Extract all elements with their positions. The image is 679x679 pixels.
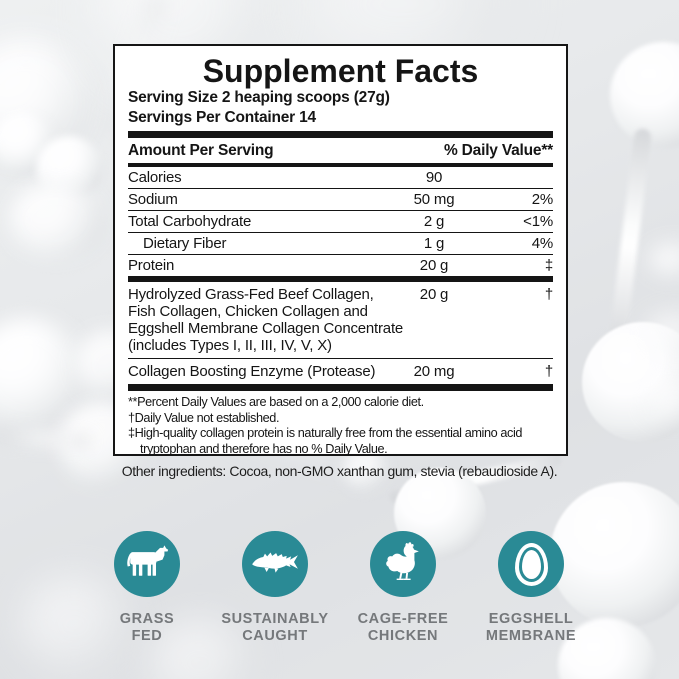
table-row-sodium: Sodium 50 mg 2% <box>128 189 553 211</box>
panel-title: Supplement Facts <box>202 53 479 89</box>
servings-per-container: Servings Per Container 14 <box>128 109 316 126</box>
divider-medium <box>128 163 553 167</box>
nutrient-amount: 1 g <box>423 235 445 252</box>
molecule-sphere <box>550 482 679 627</box>
footnote-line: †Daily Value not established. <box>128 410 280 425</box>
table-row-collagen-blend: Hydrolyzed Grass-Fed Beef Collagen, Fish… <box>128 282 553 359</box>
badge-circle <box>370 531 436 597</box>
table-row-carbohydrate: Total Carbohydrate 2 g <1% <box>128 211 553 233</box>
badge-row: GRASS FED SUSTAINABLY CAUGHT <box>83 531 595 644</box>
table-row-calories: Calories 90 <box>128 167 553 189</box>
badge-circle <box>498 531 564 597</box>
blend-name-line: Fish Collagen, Chicken Collagen and <box>128 303 368 320</box>
badge-grass-fed: GRASS FED <box>83 531 211 644</box>
badge-circle <box>114 531 180 597</box>
table-row-dietary-fiber: Dietary Fiber 1 g 4% <box>128 233 553 255</box>
footnotes: **Percent Daily Values are based on a 2,… <box>128 391 553 457</box>
nutrient-dv: † <box>544 363 553 380</box>
fish-icon <box>251 550 299 579</box>
badge-circle <box>242 531 308 597</box>
nutrient-dv: 4% <box>531 235 553 252</box>
badge-label: EGGSHELL MEMBRANE <box>485 611 577 644</box>
cow-icon <box>124 545 170 583</box>
nutrient-dv: † <box>544 286 553 303</box>
nutrient-amount: 90 <box>425 169 443 186</box>
footnote-line: ‡High-quality collagen protein is natura… <box>128 426 523 440</box>
nutrient-name: Calories <box>128 169 182 186</box>
badge-eggshell-membrane: EGGSHELL MEMBRANE <box>467 531 595 644</box>
blend-name-line: Eggshell Membrane Collagen Concentrate <box>128 320 404 337</box>
nutrient-dv: ‡ <box>544 257 553 274</box>
blend-name-line: Collagen Boosting Enzyme (Protease) <box>128 363 376 380</box>
divider-thick <box>128 384 553 391</box>
egg-icon <box>514 542 548 586</box>
nutrient-amount: 20 mg <box>413 363 455 380</box>
other-ingredients: Other ingredients: Cocoa, non-GMO xantha… <box>121 463 558 479</box>
nutrient-amount: 20 g <box>419 257 449 274</box>
badge-label: GRASS FED <box>119 611 175 644</box>
nutrient-dv: 2% <box>531 191 553 208</box>
nutrient-name: Protein <box>128 257 175 274</box>
badge-sustainably-caught: SUSTAINABLY CAUGHT <box>211 531 339 644</box>
amount-per-serving-header: Amount Per Serving <box>128 142 274 159</box>
table-row-collagen-enzyme: Collagen Boosting Enzyme (Protease) 20 m… <box>128 359 553 384</box>
chicken-icon <box>384 541 422 587</box>
footnote-line: tryptophan and therefore has no % Daily … <box>140 441 388 456</box>
nutrient-amount: 20 g <box>419 286 449 303</box>
table-header-row: Amount Per Serving % Daily Value** <box>128 138 553 163</box>
blend-name-line: Hydrolyzed Grass-Fed Beef Collagen, <box>128 286 374 303</box>
nutrient-name: Sodium <box>128 191 178 208</box>
molecule-sphere <box>8 182 104 258</box>
nutrient-amount: 2 g <box>423 213 445 230</box>
footnote-line: **Percent Daily Values are based on a 2,… <box>128 395 424 409</box>
nutrient-dv: <1% <box>523 213 553 230</box>
molecule-sphere <box>648 243 679 277</box>
molecule-rod <box>608 127 653 344</box>
supplement-facts-panel: Supplement Facts Serving Size 2 heaping … <box>113 44 568 456</box>
divider-thick <box>128 131 553 138</box>
daily-value-header: % Daily Value** <box>443 142 553 159</box>
serving-size: Serving Size 2 heaping scoops (27g) <box>128 89 390 106</box>
nutrient-name: Total Carbohydrate <box>128 213 252 230</box>
badge-label: CAGE-FREE CHICKEN <box>357 611 449 644</box>
divider-medium <box>128 276 553 282</box>
nutrient-name: Dietary Fiber <box>143 235 227 252</box>
badge-label: SUSTAINABLY CAUGHT <box>221 611 329 644</box>
nutrient-amount: 50 mg <box>413 191 455 208</box>
molecule-sphere <box>20 575 130 675</box>
blend-name-line: (includes Types I, II, III, IV, V, X) <box>128 337 332 354</box>
table-row-protein: Protein 20 g ‡ <box>128 255 553 276</box>
badge-cage-free-chicken: CAGE-FREE CHICKEN <box>339 531 467 644</box>
